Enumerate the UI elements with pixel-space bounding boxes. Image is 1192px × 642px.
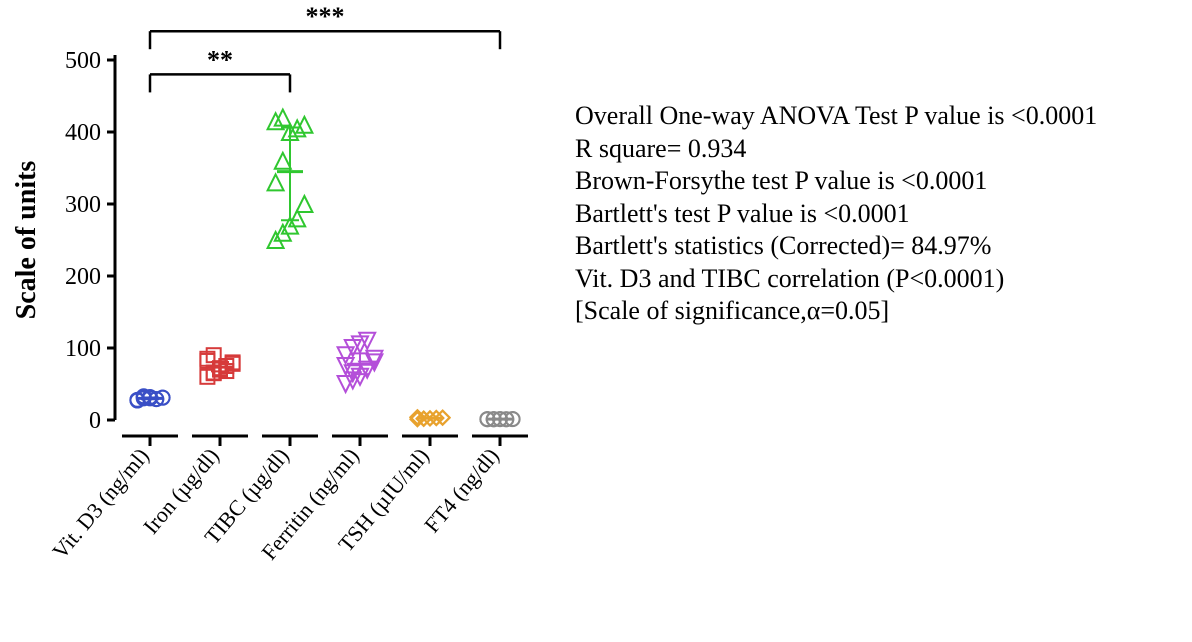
- stats-line: Overall One-way ANOVA Test P value is <0…: [575, 100, 1097, 133]
- y-tick-label: 300: [65, 192, 101, 218]
- y-tick-label: 500: [65, 48, 101, 74]
- stats-line: R square= 0.934: [575, 133, 1097, 166]
- y-tick-label: 400: [65, 120, 101, 146]
- significance-bracket: ***: [150, 2, 500, 49]
- figure-root: 0 100 200 300 400 500 Scale of units Vit. D3 (n…: [0, 0, 1192, 642]
- series-vit-d3: [130, 389, 169, 407]
- data-point: [296, 196, 312, 212]
- series-ferritin: [338, 333, 383, 392]
- data-point: [275, 153, 291, 169]
- stats-line: Bartlett's statistics (Corrected)= 84.97…: [575, 230, 1097, 263]
- series-iron: [200, 348, 239, 384]
- data-point: [359, 333, 375, 349]
- y-tick-label: 0: [89, 408, 101, 434]
- series-tibc: [268, 110, 313, 248]
- stats-line: [Scale of significance,α=0.05]: [575, 295, 1097, 328]
- series-tsh: [410, 410, 449, 426]
- significance-label: **: [207, 45, 233, 74]
- data-point: [268, 174, 284, 190]
- stats-line: Bartlett's test P value is <0.0001: [575, 198, 1097, 231]
- stats-line: Vit. D3 and TIBC correlation (P<0.0001): [575, 263, 1097, 296]
- stats-line: Brown-Forsythe test P value is <0.0001: [575, 165, 1097, 198]
- y-tick-label: 100: [65, 336, 101, 362]
- significance-label: ***: [306, 2, 345, 31]
- x-tick-label: FT4 (ng/dl): [419, 443, 504, 537]
- x-tick-label: Vit. D3 (ng/ml): [47, 443, 154, 563]
- stats-text-block: Overall One-way ANOVA Test P value is <0…: [575, 100, 1097, 328]
- y-axis-label: Scale of units: [11, 161, 42, 320]
- series-ft4: [480, 412, 519, 426]
- y-tick-label: 200: [65, 264, 101, 290]
- significance-bracket: **: [150, 45, 290, 92]
